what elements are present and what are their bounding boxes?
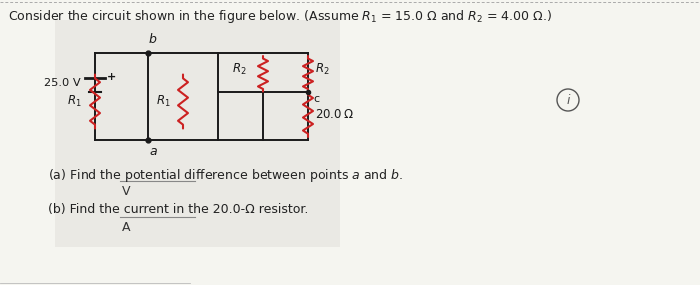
Text: (b) Find the current in the 20.0-Ω resistor.: (b) Find the current in the 20.0-Ω resis… — [48, 203, 309, 216]
Text: c: c — [313, 93, 319, 103]
Text: $R_2$: $R_2$ — [315, 62, 330, 77]
Text: $R_1$: $R_1$ — [67, 94, 82, 109]
Text: $R_1$: $R_1$ — [156, 94, 171, 109]
Text: i: i — [566, 93, 570, 107]
Text: (a) Find the potential difference between points $a$ and $b$.: (a) Find the potential difference betwee… — [48, 167, 403, 184]
Text: A: A — [122, 221, 130, 234]
FancyBboxPatch shape — [55, 20, 340, 247]
Text: $R_2$: $R_2$ — [232, 62, 247, 77]
Text: b: b — [149, 33, 157, 46]
Text: +: + — [107, 72, 116, 82]
Text: $20.0\,\Omega$: $20.0\,\Omega$ — [315, 108, 354, 121]
Text: V: V — [122, 185, 130, 198]
Text: Consider the circuit shown in the figure below. (Assume $R_1$ = 15.0 $\Omega$ an: Consider the circuit shown in the figure… — [8, 8, 552, 25]
Text: 25.0 V: 25.0 V — [44, 78, 81, 87]
Text: a: a — [149, 145, 157, 158]
